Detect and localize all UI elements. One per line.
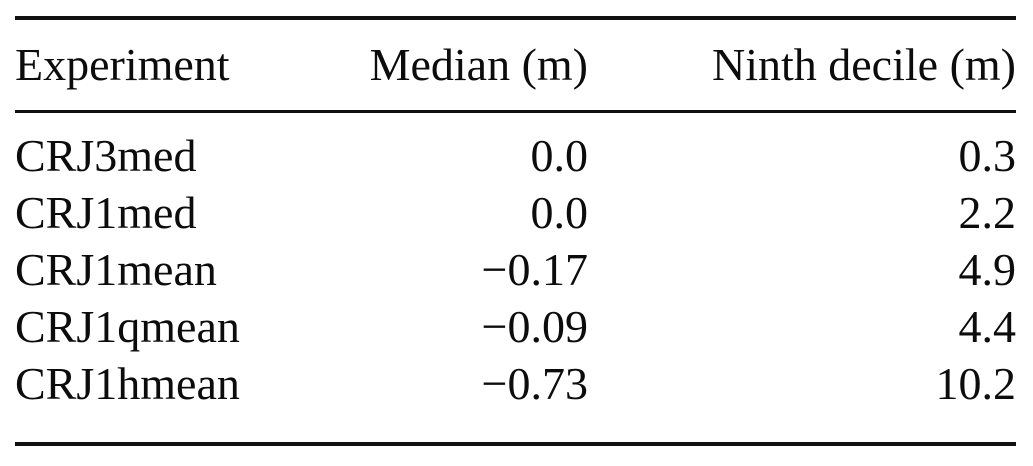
median-cell: −0.17: [481, 243, 588, 295]
experiment-cell: CRJ1qmean: [15, 300, 240, 352]
column-header-ninth-decile: Ninth decile (m): [588, 18, 1016, 113]
table-row: CRJ1qmean −0.09 4.4: [15, 298, 1016, 355]
table-row: CRJ1med 0.0 2.2: [15, 184, 1016, 241]
table-row: CRJ1hmean −0.73 10.2: [15, 355, 1016, 444]
ninth-decile-cell: 0.3: [958, 129, 1017, 181]
median-cell: 0.0: [530, 129, 589, 181]
table-header: Experiment Median (m) Ninth decile (m): [15, 18, 1016, 113]
experiment-cell: CRJ1hmean: [15, 357, 240, 409]
median-cell: 0.0: [530, 186, 589, 238]
column-header-experiment: Experiment: [15, 18, 345, 113]
table-row: CRJ1mean −0.17 4.9: [15, 241, 1016, 298]
experiment-cell: CRJ3med: [15, 129, 197, 181]
experiment-cell: CRJ1med: [15, 186, 197, 238]
ninth-decile-cell: 2.2: [958, 186, 1017, 238]
experiment-cell: CRJ1mean: [15, 243, 217, 295]
ninth-decile-cell: 4.4: [958, 300, 1017, 352]
table-body: CRJ3med 0.0 0.3 CRJ1med 0.0 2.2 CRJ1mean…: [15, 112, 1016, 445]
ninth-decile-cell: 10.2: [935, 357, 1017, 409]
median-cell: −0.73: [481, 357, 588, 409]
results-table: Experiment Median (m) Ninth decile (m) C…: [15, 16, 1016, 446]
header-row: Experiment Median (m) Ninth decile (m): [15, 18, 1016, 113]
ninth-decile-cell: 4.9: [958, 243, 1017, 295]
column-header-median: Median (m): [345, 18, 588, 113]
median-cell: −0.09: [481, 300, 588, 352]
table-row: CRJ3med 0.0 0.3: [15, 112, 1016, 185]
